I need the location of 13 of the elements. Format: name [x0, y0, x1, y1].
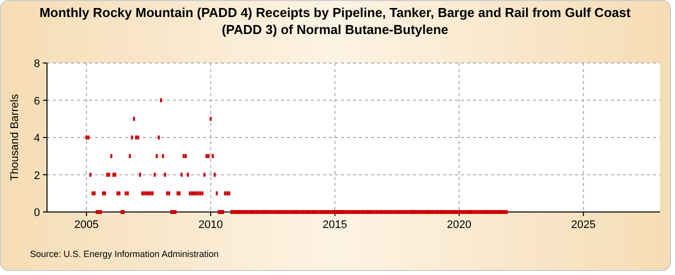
x-tick-label: 2015 — [322, 219, 348, 231]
source-note: Source: U.S. Energy Information Administration — [30, 249, 219, 259]
x-tick-label: 2020 — [446, 219, 472, 231]
x-tick-label: 2005 — [74, 219, 99, 231]
x-tick-label: 2025 — [571, 219, 596, 231]
y-tick-label: 6 — [34, 95, 40, 108]
x-tick-label: 2010 — [198, 219, 223, 231]
y-tick-label: 4 — [34, 132, 40, 144]
y-tick-label: 2 — [34, 170, 40, 182]
y-tick-label: 0 — [34, 207, 40, 219]
y-tick-label: 8 — [34, 58, 40, 70]
chart-title: Monthly Rocky Mountain (PADD 4) Receipts by Pipeline, Tanker, Barge and Rail from Gulf Coast (PADD 3) of Normal Butane-Butylene — [39, 5, 632, 37]
y-axis-title: Thousand Barrels — [9, 94, 21, 181]
